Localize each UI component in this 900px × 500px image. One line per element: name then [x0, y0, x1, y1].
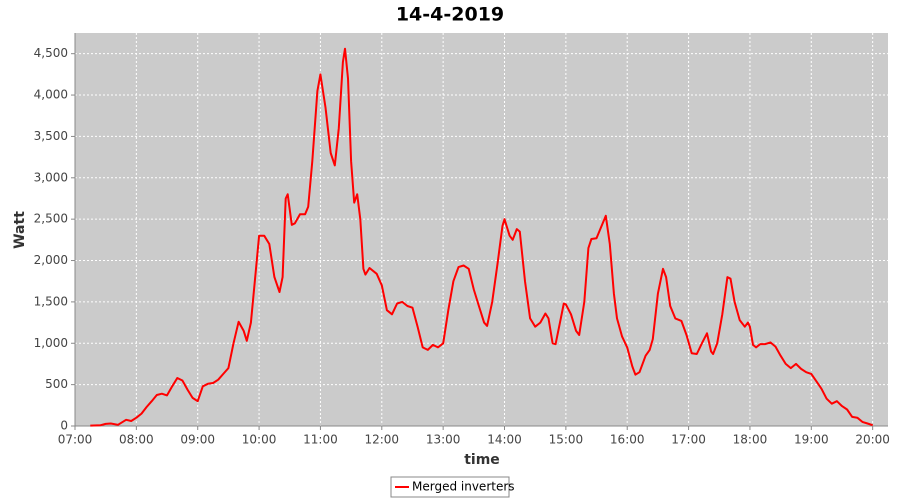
x-tick-label: 11:00 — [303, 433, 338, 447]
x-tick-label: 13:00 — [426, 433, 461, 447]
legend-box — [390, 476, 510, 498]
y-tick-label: 3,500 — [34, 129, 68, 143]
y-tick-label: 500 — [45, 377, 68, 391]
x-tick-label: 09:00 — [180, 433, 215, 447]
chart-title: 14-4-2019 — [396, 4, 504, 26]
x-tick-label: 12:00 — [364, 433, 399, 447]
y-tick-label: 2,500 — [34, 212, 68, 226]
x-tick-label: 07:00 — [58, 433, 93, 447]
plot-area — [75, 33, 888, 426]
legend-label: Merged inverters — [412, 480, 515, 494]
x-axis-title: time — [464, 452, 500, 468]
x-tick-label: 10:00 — [242, 433, 277, 447]
y-tick-label: 0 — [60, 419, 68, 433]
x-tick-label: 08:00 — [119, 433, 154, 447]
y-tick-label: 1,500 — [34, 294, 68, 308]
data-line — [90, 47, 874, 427]
x-tick-label: 17:00 — [671, 433, 706, 447]
y-tick-label: 4,000 — [34, 88, 68, 102]
y-tick-label: 2,000 — [34, 253, 68, 267]
y-axis-title: Watt — [12, 211, 28, 249]
x-tick-label: 15:00 — [549, 433, 584, 447]
x-tick-label: 14:00 — [487, 433, 522, 447]
x-tick-label: 20:00 — [855, 433, 890, 447]
x-tick-label: 19:00 — [794, 433, 829, 447]
y-tick-label: 1,000 — [34, 336, 68, 350]
x-tick-label: 16:00 — [610, 433, 645, 447]
y-tick-label: 3,000 — [34, 170, 68, 184]
y-tick-label: 4,500 — [34, 46, 68, 60]
x-tick-label: 18:00 — [733, 433, 768, 447]
